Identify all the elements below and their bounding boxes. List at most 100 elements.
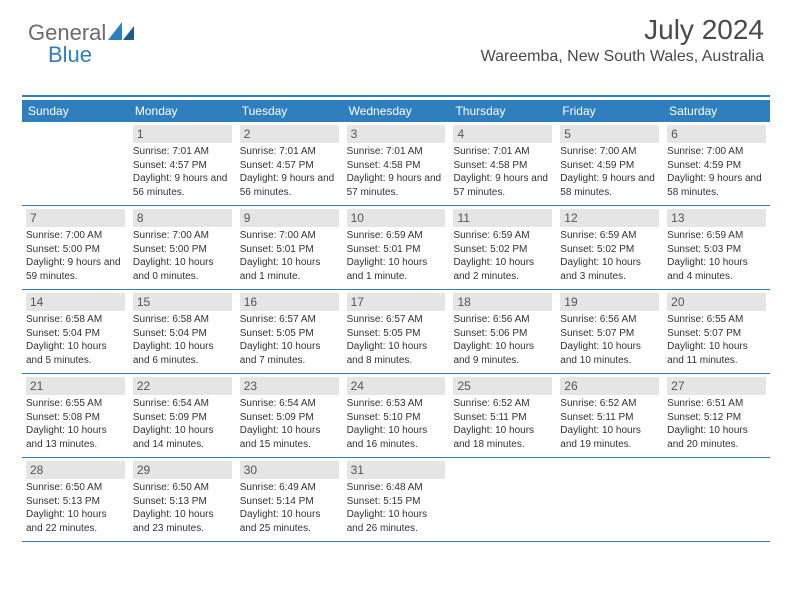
calendar-day-cell: 1 Sunrise: 7:01 AMSunset: 4:57 PMDaylight… — [129, 122, 236, 205]
day-details: Sunrise: 6:51 AMSunset: 5:12 PMDaylight:… — [667, 397, 766, 451]
calendar-day-cell: 4Sunrise: 7:01 AMSunset: 4:58 PMDaylight… — [449, 122, 556, 205]
day-details: Sunrise: 6:50 AMSunset: 5:13 PMDaylight:… — [133, 481, 232, 535]
day-details: Sunrise: 6:56 AMSunset: 5:06 PMDaylight:… — [453, 313, 552, 367]
day-number: 7 — [26, 209, 125, 227]
calendar-grid: SundayMondayTuesdayWednesdayThursdayFrid… — [22, 100, 770, 542]
day-details: Sunrise: 6:54 AMSunset: 5:09 PMDaylight:… — [133, 397, 232, 451]
day-number: 16 — [240, 293, 339, 311]
calendar-day-cell: 20 Sunrise: 6:55 AMSunset: 5:07 PMDayligh… — [663, 290, 770, 373]
day-details: Sunrise: 7:00 AMSunset: 4:59 PMDaylight:… — [667, 145, 766, 199]
day-number: 31 — [347, 461, 446, 479]
day-number: 2 — [240, 125, 339, 143]
calendar-day-cell: 25Sunrise: 6:52 AMSunset: 5:11 PMDayligh… — [449, 374, 556, 457]
day-details: Sunrise: 6:59 AMSunset: 5:03 PMDaylight:… — [667, 229, 766, 283]
calendar-day-cell: 21 Sunrise: 6:55 AMSunset: 5:08 PMDayligh… — [22, 374, 129, 457]
calendar-day-cell: 12Sunrise: 6:59 AMSunset: 5:02 PMDayligh… — [556, 206, 663, 289]
day-number: 5 — [560, 125, 659, 143]
day-details: Sunrise: 7:01 AMSunset: 4:57 PMDaylight:… — [240, 145, 339, 199]
day-details: Sunrise: 7:00 AMSunset: 5:01 PMDaylight:… — [240, 229, 339, 283]
day-number: 30 — [240, 461, 339, 479]
logo-text-blue: Blue — [48, 42, 92, 67]
weekday-header: Tuesday — [236, 100, 343, 122]
day-details: Sunrise: 6:59 AMSunset: 5:02 PMDaylight:… — [560, 229, 659, 283]
day-number: 21 — [26, 377, 125, 395]
day-number: 19 — [560, 293, 659, 311]
calendar-day-cell: 28 Sunrise: 6:50 AMSunset: 5:13 PMDayligh… — [22, 458, 129, 541]
calendar-day-cell: 9 Sunrise: 7:00 AMSunset: 5:01 PMDaylight… — [236, 206, 343, 289]
day-details: Sunrise: 6:58 AMSunset: 5:04 PMDaylight:… — [26, 313, 125, 367]
day-details: Sunrise: 6:53 AMSunset: 5:10 PMDaylight:… — [347, 397, 446, 451]
day-details: Sunrise: 6:59 AMSunset: 5:01 PMDaylight:… — [347, 229, 446, 283]
header: July 2024 Wareemba, New South Wales, Aus… — [481, 14, 764, 66]
day-number: 15 — [133, 293, 232, 311]
day-number: 23 — [240, 377, 339, 395]
calendar-day-cell: 13 Sunrise: 6:59 AMSunset: 5:03 PMDayligh… — [663, 206, 770, 289]
day-number: 26 — [560, 377, 659, 395]
calendar-day-cell: 24Sunrise: 6:53 AMSunset: 5:10 PMDayligh… — [343, 374, 450, 457]
calendar-day-cell: 8 Sunrise: 7:00 AMSunset: 5:00 PMDaylight… — [129, 206, 236, 289]
day-number: 25 — [453, 377, 552, 395]
day-details: Sunrise: 7:01 AMSunset: 4:57 PMDaylight:… — [133, 145, 232, 199]
calendar-week-row: 7 Sunrise: 7:00 AMSunset: 5:00 PMDaylight… — [22, 206, 770, 290]
calendar-day-cell: 3 Sunrise: 7:01 AMSunset: 4:58 PMDaylight… — [343, 122, 450, 205]
calendar-day-cell — [663, 458, 770, 541]
day-details: Sunrise: 6:54 AMSunset: 5:09 PMDaylight:… — [240, 397, 339, 451]
calendar-day-cell: 19 Sunrise: 6:56 AMSunset: 5:07 PMDayligh… — [556, 290, 663, 373]
calendar-day-cell: 10 Sunrise: 6:59 AMSunset: 5:01 PMDayligh… — [343, 206, 450, 289]
day-number: 3 — [347, 125, 446, 143]
weekday-header: Sunday — [22, 100, 129, 122]
location-subtitle: Wareemba, New South Wales, Australia — [481, 48, 764, 66]
weekday-header: Monday — [129, 100, 236, 122]
day-details: Sunrise: 6:57 AMSunset: 5:05 PMDaylight:… — [240, 313, 339, 367]
day-details: Sunrise: 7:01 AMSunset: 4:58 PMDaylight:… — [347, 145, 446, 199]
day-number: 18 — [453, 293, 552, 311]
day-number: 14 — [26, 293, 125, 311]
weekday-header: Thursday — [449, 100, 556, 122]
day-number: 6 — [667, 125, 766, 143]
calendar-day-cell: 16 Sunrise: 6:57 AMSunset: 5:05 PMDayligh… — [236, 290, 343, 373]
day-number: 13 — [667, 209, 766, 227]
day-number: 22 — [133, 377, 232, 395]
day-details: Sunrise: 6:50 AMSunset: 5:13 PMDaylight:… — [26, 481, 125, 535]
day-details: Sunrise: 6:57 AMSunset: 5:05 PMDaylight:… — [347, 313, 446, 367]
day-number: 8 — [133, 209, 232, 227]
day-details: Sunrise: 7:00 AMSunset: 5:00 PMDaylight:… — [133, 229, 232, 283]
calendar-day-cell: 23 Sunrise: 6:54 AMSunset: 5:09 PMDayligh… — [236, 374, 343, 457]
calendar-day-cell: 18 Sunrise: 6:56 AMSunset: 5:06 PMDayligh… — [449, 290, 556, 373]
day-number: 17 — [347, 293, 446, 311]
day-details: Sunrise: 7:01 AMSunset: 4:58 PMDaylight:… — [453, 145, 552, 199]
calendar-day-cell: 27 Sunrise: 6:51 AMSunset: 5:12 PMDayligh… — [663, 374, 770, 457]
day-number: 10 — [347, 209, 446, 227]
calendar-day-cell — [22, 122, 129, 205]
calendar-day-cell — [449, 458, 556, 541]
calendar-day-cell: 11Sunrise: 6:59 AMSunset: 5:02 PMDayligh… — [449, 206, 556, 289]
calendar-day-cell: 29 Sunrise: 6:50 AMSunset: 5:13 PMDayligh… — [129, 458, 236, 541]
weekday-header-row: SundayMondayTuesdayWednesdayThursdayFrid… — [22, 100, 770, 122]
day-details: Sunrise: 6:55 AMSunset: 5:07 PMDaylight:… — [667, 313, 766, 367]
day-number: 1 — [133, 125, 232, 143]
day-number: 11 — [453, 209, 552, 227]
day-number: 27 — [667, 377, 766, 395]
day-details: Sunrise: 6:49 AMSunset: 5:14 PMDaylight:… — [240, 481, 339, 535]
day-number: 28 — [26, 461, 125, 479]
day-details: Sunrise: 7:00 AMSunset: 4:59 PMDaylight:… — [560, 145, 659, 199]
day-details: Sunrise: 6:55 AMSunset: 5:08 PMDaylight:… — [26, 397, 125, 451]
day-number: 20 — [667, 293, 766, 311]
day-details: Sunrise: 6:56 AMSunset: 5:07 PMDaylight:… — [560, 313, 659, 367]
calendar-day-cell: 30 Sunrise: 6:49 AMSunset: 5:14 PMDayligh… — [236, 458, 343, 541]
day-details: Sunrise: 7:00 AMSunset: 5:00 PMDaylight:… — [26, 229, 125, 283]
weekday-header: Saturday — [663, 100, 770, 122]
weekday-header: Friday — [556, 100, 663, 122]
day-number: 9 — [240, 209, 339, 227]
calendar-week-row: 1 Sunrise: 7:01 AMSunset: 4:57 PMDaylight… — [22, 122, 770, 206]
calendar-day-cell: 14 Sunrise: 6:58 AMSunset: 5:04 PMDayligh… — [22, 290, 129, 373]
day-number: 29 — [133, 461, 232, 479]
calendar-day-cell: 6 Sunrise: 7:00 AMSunset: 4:59 PMDaylight… — [663, 122, 770, 205]
day-details: Sunrise: 6:48 AMSunset: 5:15 PMDaylight:… — [347, 481, 446, 535]
logo-sail-icon — [108, 22, 134, 40]
page-title: July 2024 — [481, 14, 764, 46]
calendar-day-cell: 5 Sunrise: 7:00 AMSunset: 4:59 PMDaylight… — [556, 122, 663, 205]
calendar-day-cell: 22 Sunrise: 6:54 AMSunset: 5:09 PMDayligh… — [129, 374, 236, 457]
calendar-week-row: 21 Sunrise: 6:55 AMSunset: 5:08 PMDayligh… — [22, 374, 770, 458]
weekday-header: Wednesday — [343, 100, 450, 122]
